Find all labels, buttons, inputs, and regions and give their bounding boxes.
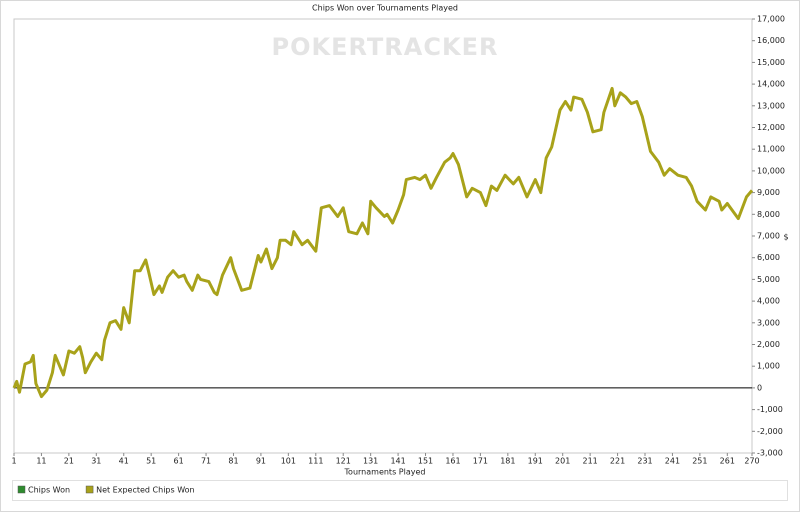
x-tick-label: 31: [91, 457, 101, 466]
y-tick-label: 13,000: [757, 101, 785, 110]
y-tick-label: 3,000: [757, 318, 780, 327]
x-tick-label: 231: [637, 457, 652, 466]
x-tick-label: 121: [336, 457, 351, 466]
x-tick-label: 221: [610, 457, 625, 466]
chart-title: Chips Won over Tournaments Played: [312, 4, 458, 13]
y-tick-label: 11,000: [757, 145, 785, 154]
x-tick-label: 270: [744, 457, 759, 466]
y-tick-label: 9,000: [757, 188, 780, 197]
y-tick-label: 2,000: [757, 340, 780, 349]
x-tick-label: 111: [308, 457, 323, 466]
y-axis-label: $: [783, 233, 788, 242]
y-tick-label: 8,000: [757, 210, 780, 219]
y-tick-label: 1,000: [757, 362, 780, 371]
x-tick-label: 171: [473, 457, 488, 466]
y-tick-label: 17,000: [757, 15, 785, 24]
y-tick-label: 16,000: [757, 36, 785, 45]
legend-swatch: [17, 485, 26, 494]
y-tick-label: 5,000: [757, 275, 780, 284]
x-tick-label: 201: [555, 457, 570, 466]
y-tick-label: 6,000: [757, 253, 780, 262]
y-tick-label: -2,000: [757, 427, 783, 436]
x-tick-label: 161: [445, 457, 460, 466]
x-tick-label: 81: [228, 457, 238, 466]
legend-box: [12, 480, 788, 501]
x-tick-label: 181: [500, 457, 515, 466]
watermark: POKERTRACKER: [272, 33, 499, 61]
y-tick-label: 0: [757, 383, 762, 392]
x-tick-label: 191: [528, 457, 543, 466]
x-tick-label: 51: [146, 457, 156, 466]
x-tick-label: 91: [256, 457, 266, 466]
legend-swatch: [85, 485, 94, 494]
x-tick-label: 211: [582, 457, 597, 466]
x-tick-label: 101: [281, 457, 296, 466]
legend-label: Net Expected Chips Won: [96, 486, 195, 495]
y-tick-label: -3,000: [757, 449, 783, 458]
x-tick-label: 61: [174, 457, 184, 466]
y-tick-label: 4,000: [757, 297, 780, 306]
x-tick-label: 141: [390, 457, 405, 466]
x-tick-label: 131: [363, 457, 378, 466]
x-tick-label: 1: [11, 457, 16, 466]
y-tick-label: -1,000: [757, 405, 783, 414]
x-tick-label: 241: [665, 457, 680, 466]
legend-label: Chips Won: [28, 486, 70, 495]
x-tick-label: 21: [64, 457, 74, 466]
y-tick-label: 10,000: [757, 166, 785, 175]
x-axis-label: Tournaments Played: [344, 468, 426, 477]
x-tick-label: 251: [692, 457, 707, 466]
y-tick-label: 7,000: [757, 232, 780, 241]
x-tick-label: 71: [201, 457, 211, 466]
y-tick-label: 14,000: [757, 80, 785, 89]
x-tick-label: 261: [720, 457, 735, 466]
data-line: [12, 86, 754, 399]
x-tick-label: 41: [119, 457, 129, 466]
x-tick-label: 11: [36, 457, 46, 466]
x-tick-label: 151: [418, 457, 433, 466]
y-tick-label: 12,000: [757, 123, 785, 132]
y-tick-label: 15,000: [757, 58, 785, 67]
